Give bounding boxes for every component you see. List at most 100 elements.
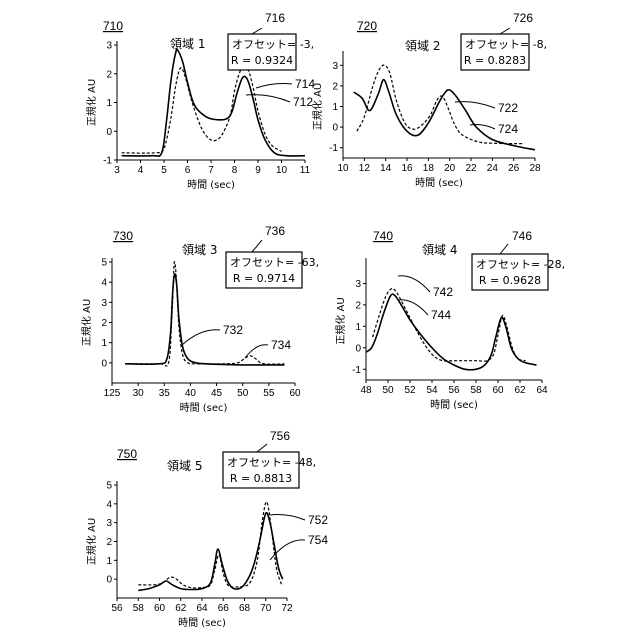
y-axis-label: 正規化 AU — [311, 83, 324, 130]
annotation-offset-text: オフセット= -8, — [465, 38, 547, 51]
x-tick-label: 50 — [237, 388, 249, 399]
x-tick-label: 52 — [404, 385, 416, 396]
y-tick-label: 1 — [355, 322, 361, 333]
y-tick-label: 0 — [106, 127, 112, 138]
x-tick-label: 6 — [185, 165, 191, 176]
series-ref-label: 744 — [431, 308, 451, 322]
x-tick-label: 11 — [300, 165, 311, 176]
y-axis-label: 正規化 AU — [85, 518, 98, 565]
annotation-offset-text: オフセット= -28, — [476, 258, 565, 271]
chart-panel-730: 730領域 312530354045505560012345時間 (sec)正規… — [80, 224, 319, 414]
x-tick-label: 40 — [185, 388, 197, 399]
panel-ref-number: 740 — [373, 229, 393, 243]
y-tick-label: 1 — [106, 98, 112, 109]
x-axis-label: 時間 (sec) — [415, 177, 463, 189]
y-axis-label: 正規化 AU — [85, 79, 98, 126]
annotation-offset-text: オフセット= -63, — [230, 256, 319, 269]
x-tick-label: 14 — [380, 163, 392, 174]
y-tick-label: 0 — [355, 343, 361, 354]
x-tick-label: 10 — [337, 163, 349, 174]
y-tick-label: -1 — [329, 143, 338, 154]
x-tick-label: 45 — [211, 388, 223, 399]
y-tick-label: 4 — [101, 278, 107, 289]
series-ref-label: 752 — [308, 513, 328, 527]
y-tick-label: 2 — [332, 81, 338, 92]
x-tick-label: 4 — [138, 165, 144, 176]
x-tick-label: 55 — [263, 388, 275, 399]
x-tick-label: 48 — [360, 385, 372, 396]
region-label: 領域 4 — [422, 242, 457, 257]
annotation-ref-label: 746 — [512, 229, 532, 243]
x-tick-label: 28 — [529, 163, 541, 174]
series-ref-label: 754 — [308, 533, 328, 547]
y-tick-label: 2 — [355, 300, 361, 311]
series-leader-line — [256, 84, 292, 89]
x-tick-label: 9 — [255, 165, 261, 176]
panel-ref-number: 730 — [113, 229, 133, 243]
annotation-ref-label: 736 — [265, 224, 285, 238]
x-tick-label: 26 — [508, 163, 520, 174]
x-tick-label: 72 — [281, 603, 293, 614]
x-tick-label: 60 — [154, 603, 166, 614]
annotation-ref-label: 716 — [265, 11, 285, 25]
x-tick-label: 125 — [104, 388, 121, 399]
y-tick-label: 4 — [106, 499, 112, 510]
x-tick-label: 56 — [111, 603, 123, 614]
y-tick-label: 0 — [332, 123, 338, 134]
annotation-leader-line — [252, 240, 262, 252]
series-line-742 — [366, 294, 537, 370]
x-tick-label: 16 — [401, 163, 413, 174]
x-tick-label: 5 — [161, 165, 167, 176]
y-tick-label: 5 — [101, 258, 107, 269]
y-tick-label: -1 — [103, 156, 112, 167]
annotation-leader-line — [252, 28, 262, 34]
x-axis-label: 時間 (sec) — [187, 179, 235, 191]
x-tick-label: 7 — [208, 165, 214, 176]
series-ref-label: 724 — [498, 122, 518, 136]
annotation-r-text: R = 0.9628 — [479, 274, 541, 287]
x-tick-label: 64 — [196, 603, 208, 614]
x-tick-label: 8 — [232, 165, 238, 176]
annotation-ref-label: 726 — [513, 11, 533, 25]
annotation-r-text: R = 0.9714 — [233, 272, 295, 285]
x-tick-label: 30 — [133, 388, 145, 399]
y-tick-label: 1 — [101, 338, 107, 349]
x-tick-label: 58 — [133, 603, 145, 614]
y-axis-label: 正規化 AU — [80, 299, 93, 346]
annotation-leader-line — [500, 244, 508, 254]
x-tick-label: 10 — [276, 165, 288, 176]
y-tick-label: 3 — [106, 518, 112, 529]
x-tick-label: 60 — [289, 388, 301, 399]
region-label: 領域 3 — [182, 242, 217, 257]
x-tick-label: 20 — [444, 163, 456, 174]
x-tick-label: 62 — [175, 603, 187, 614]
chromatogram-figure: 710領域 134567891011-10123時間 (sec)正規化 AU71… — [0, 0, 640, 640]
x-tick-label: 18 — [423, 163, 435, 174]
x-axis-label: 時間 (sec) — [430, 399, 478, 411]
series-line-714 — [122, 65, 282, 153]
annotation-leader-line — [500, 28, 510, 34]
series-leader-line — [270, 515, 305, 520]
x-axis-label: 時間 (sec) — [180, 402, 228, 414]
chart-panel-710: 710領域 134567891011-10123時間 (sec)正規化 AU71… — [85, 11, 315, 191]
x-tick-label: 68 — [239, 603, 251, 614]
x-tick-label: 54 — [426, 385, 438, 396]
y-tick-label: 3 — [101, 298, 107, 309]
panel-ref-number: 710 — [103, 19, 123, 33]
region-label: 領域 5 — [167, 458, 202, 473]
y-tick-label: 0 — [101, 358, 107, 369]
x-tick-label: 62 — [514, 385, 526, 396]
x-tick-label: 12 — [359, 163, 371, 174]
series-ref-label: 734 — [271, 338, 291, 352]
annotation-offset-text: オフセット= -48, — [227, 456, 316, 469]
y-tick-label: 3 — [106, 41, 112, 52]
y-axis-label: 正規化 AU — [334, 297, 347, 344]
annotation-r-text: R = 0.8813 — [230, 472, 292, 485]
series-line-744 — [373, 288, 526, 361]
annotation-ref-label: 756 — [270, 429, 290, 443]
series-ref-label: 722 — [498, 101, 518, 115]
x-tick-label: 3 — [114, 165, 120, 176]
y-tick-label: 0 — [106, 575, 112, 586]
x-tick-label: 58 — [470, 385, 482, 396]
y-tick-label: 2 — [101, 318, 107, 329]
